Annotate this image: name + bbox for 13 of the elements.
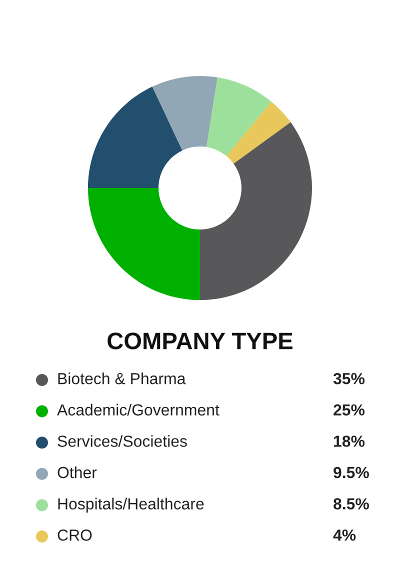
data-label: 8.5% xyxy=(334,498,369,510)
data-label: 4% xyxy=(333,530,356,541)
data-label: 25% xyxy=(334,404,365,416)
legend-label: Hospitals/Healthcare xyxy=(58,498,204,513)
legend-label: Academic/Government xyxy=(57,404,220,416)
data-label: 35% xyxy=(333,372,365,384)
text: COMPANY TYPE xyxy=(108,332,292,350)
legend-label: Services/Societies xyxy=(58,435,187,447)
data-label: 9.5% xyxy=(334,466,369,478)
legend-label: Other xyxy=(58,466,97,478)
legend-label: Biotech & Pharma xyxy=(58,372,186,384)
legend-label: CRO xyxy=(58,529,92,541)
data-label: 18% xyxy=(334,436,365,447)
